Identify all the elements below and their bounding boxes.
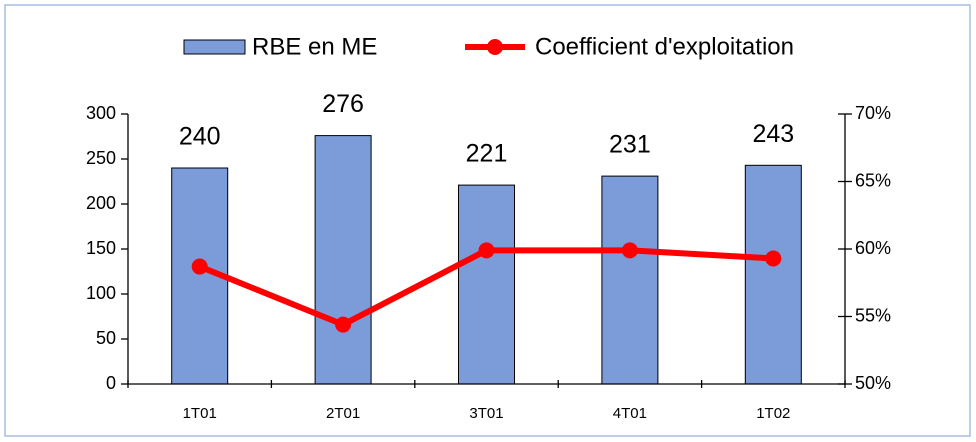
x-tick-label: 1T01 <box>183 405 217 422</box>
x-tick-label: 2T01 <box>326 405 360 422</box>
bar <box>314 135 372 385</box>
data-label: 243 <box>752 120 794 148</box>
data-label: 221 <box>466 140 508 168</box>
y-tick-label: 0 <box>106 373 116 393</box>
x-tick-label: 1T02 <box>756 405 790 422</box>
x-tick-label: 4T01 <box>613 405 647 422</box>
y2-tick-label: 65% <box>855 170 891 190</box>
bar <box>601 175 659 385</box>
y2-tick-label: 70% <box>855 103 891 123</box>
y-tick-label: 200 <box>86 193 116 213</box>
point <box>191 258 208 275</box>
point <box>621 242 638 259</box>
legend-swatch <box>487 39 503 55</box>
x-tick-label: 3T01 <box>469 405 503 422</box>
data-label: 240 <box>179 123 221 151</box>
legend-swatch <box>183 39 246 55</box>
legend-label: Coefficient d'exploitation <box>535 33 794 60</box>
y-tick-label: 100 <box>86 283 116 303</box>
data-label: 231 <box>609 131 651 159</box>
point <box>335 316 352 333</box>
legend-label: RBE en ME <box>252 33 377 60</box>
y2-tick-label: 55% <box>855 305 891 325</box>
y-tick-label: 150 <box>86 238 116 258</box>
bar <box>744 164 802 385</box>
y-tick-label: 50 <box>96 328 116 348</box>
y2-tick-label: 50% <box>855 373 891 393</box>
point <box>478 242 495 259</box>
y-tick-label: 250 <box>86 148 116 168</box>
data-label: 276 <box>322 90 364 118</box>
point <box>765 250 782 267</box>
y-tick-label: 300 <box>86 103 116 123</box>
bar <box>458 184 515 385</box>
y2-tick-label: 60% <box>855 238 891 258</box>
